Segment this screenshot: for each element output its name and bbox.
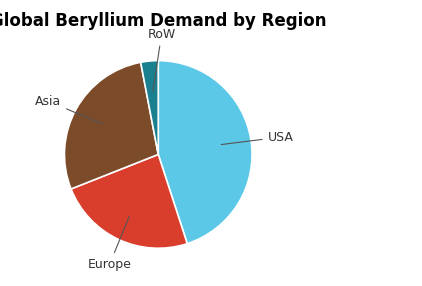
Text: Europe: Europe bbox=[88, 217, 132, 271]
Wedge shape bbox=[65, 62, 158, 189]
Wedge shape bbox=[71, 154, 187, 248]
Text: Asia: Asia bbox=[35, 95, 102, 124]
Title: Global Beryllium Demand by Region: Global Beryllium Demand by Region bbox=[0, 12, 327, 30]
Wedge shape bbox=[141, 61, 158, 154]
Wedge shape bbox=[158, 61, 252, 244]
Text: USA: USA bbox=[221, 131, 293, 144]
Text: RoW: RoW bbox=[147, 27, 176, 91]
